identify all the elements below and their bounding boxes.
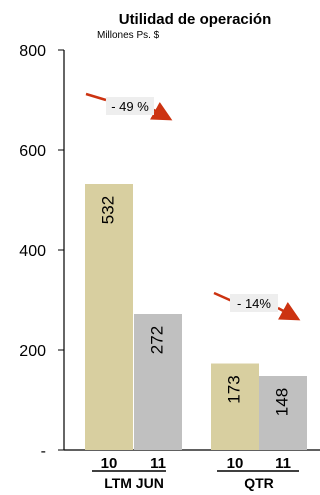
- bar-value-label: 272: [147, 326, 166, 354]
- year-label: 11: [150, 455, 166, 472]
- change-annotations: - 49 % - 14%: [85, 92, 301, 321]
- bar-value-label: 148: [272, 388, 291, 416]
- y-tick-label: 400: [19, 243, 46, 260]
- group-label: LTM JUN: [104, 475, 164, 491]
- y-tick-label: -: [41, 443, 46, 460]
- y-axis-ticks: - 200 400 600 800: [19, 43, 64, 460]
- bars: 532 272 173 148: [85, 184, 307, 450]
- year-label: 10: [101, 455, 118, 472]
- chart-title: Utilidad de operación: [119, 11, 272, 28]
- chart-subtitle: Millones Ps. $: [97, 30, 160, 41]
- change-badge: [106, 97, 154, 115]
- bar: [211, 363, 259, 450]
- change-label: - 14%: [237, 296, 271, 311]
- change-arrow-tail: [213, 291, 233, 303]
- change-arrow-icon: [277, 301, 301, 321]
- group-label: QTR: [244, 475, 274, 491]
- bar-value-label: 532: [98, 196, 117, 224]
- change-label: - 49 %: [111, 99, 149, 114]
- bar-value-label: 173: [224, 375, 243, 403]
- change-arrow-tail: [85, 92, 107, 102]
- bar: [134, 314, 182, 450]
- change-badge: [230, 294, 278, 312]
- bar: [85, 184, 133, 450]
- y-tick-label: 800: [19, 43, 46, 60]
- bar: [259, 376, 307, 450]
- year-label: 10: [227, 455, 244, 472]
- y-tick-label: 200: [19, 343, 46, 360]
- y-tick-label: 600: [19, 143, 46, 160]
- year-label: 11: [275, 455, 291, 472]
